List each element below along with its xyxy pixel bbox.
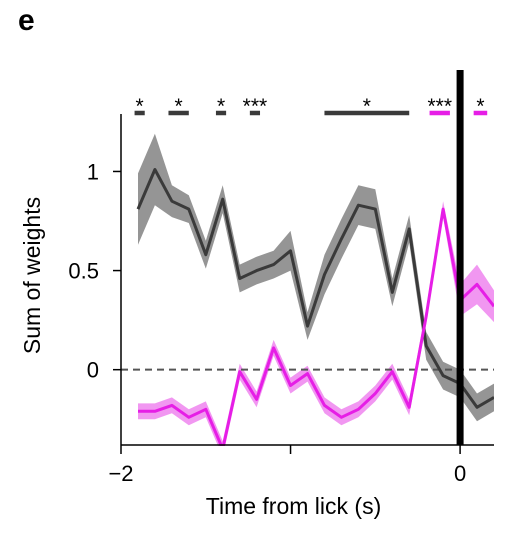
series-2-error-band xyxy=(138,201,494,446)
y-axis-label: Sum of weights xyxy=(19,197,45,354)
significance-stars: *** xyxy=(427,95,452,118)
significance-stars: * xyxy=(136,95,144,118)
significance-markers: * * * *** * *** * xyxy=(134,95,488,118)
y-tick-label: 0.5 xyxy=(68,259,99,284)
series-1-error-band xyxy=(138,133,494,422)
y-tick-label: 1 xyxy=(87,159,99,184)
significance-stars: *** xyxy=(243,95,268,118)
error-bands xyxy=(138,133,494,446)
x-tick-label: 0 xyxy=(454,461,466,486)
axes: 0 0.5 1 −2 0 xyxy=(68,114,494,486)
y-tick-label: 0 xyxy=(87,358,99,383)
significance-stars: * xyxy=(217,95,225,118)
series-lines xyxy=(136,168,494,446)
significance-stars: * xyxy=(476,95,484,118)
significance-stars: * xyxy=(363,95,371,118)
x-tick-label: −2 xyxy=(108,461,133,486)
series-1-line xyxy=(136,168,494,409)
significance-stars: * xyxy=(175,95,183,118)
series-2-line xyxy=(138,207,494,446)
panel-label: e xyxy=(18,4,35,37)
x-axis-label: Time from lick (s) xyxy=(206,493,381,519)
